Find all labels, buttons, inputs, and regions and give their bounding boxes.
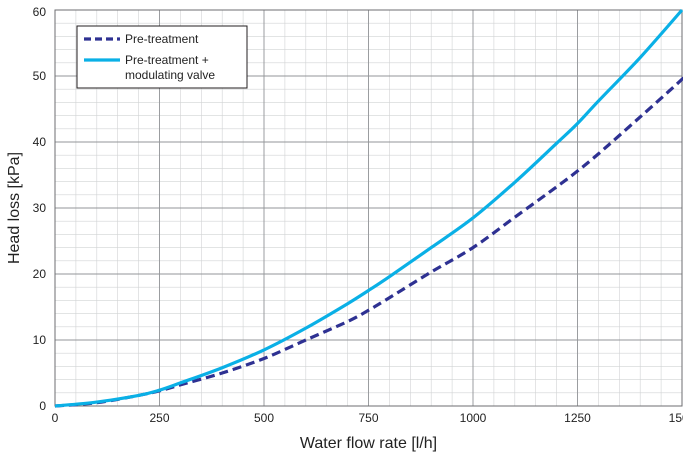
y-tick-label: 60 <box>33 5 47 19</box>
y-tick-label: 50 <box>33 69 47 83</box>
x-tick-label: 1000 <box>460 411 487 425</box>
legend-box <box>76 25 248 89</box>
x-tick-label: 1500 <box>669 411 683 425</box>
plot-frame <box>54 9 683 407</box>
y-tick-label: 40 <box>33 135 47 149</box>
y-tick-label: 10 <box>33 333 47 347</box>
legend-label-1: Pre-treatment <box>125 32 199 46</box>
x-tick-label: 500 <box>254 411 274 425</box>
x-tick-label: 250 <box>149 411 169 425</box>
x-tick-label: 750 <box>358 411 378 425</box>
x-tick-label: 0 <box>52 411 59 425</box>
x-tick-label: 1250 <box>564 411 591 425</box>
series-layer <box>55 8 683 408</box>
y-tick-labels: 0 10 20 30 40 50 60 <box>33 5 47 413</box>
x-tick-labels: 0 250 500 750 1000 1250 1500 <box>52 411 683 425</box>
y-tick-label: 30 <box>33 201 47 215</box>
x-axis-title: Water flow rate [l/h] <box>300 435 437 452</box>
y-tick-label: 0 <box>39 399 46 413</box>
legend: Pre-treatment Pre-treatment +modulating v… <box>76 25 248 89</box>
y-axis-title: Head loss [kPa] <box>6 152 23 264</box>
series-line-1 <box>55 76 683 408</box>
y-tick-label: 20 <box>33 267 47 281</box>
series-line-2 <box>55 8 683 408</box>
legend-label-2: modulating valve <box>125 68 215 82</box>
legend-items: Pre-treatment Pre-treatment +modulating v… <box>84 32 215 82</box>
legend-label-2: Pre-treatment + <box>125 53 209 67</box>
